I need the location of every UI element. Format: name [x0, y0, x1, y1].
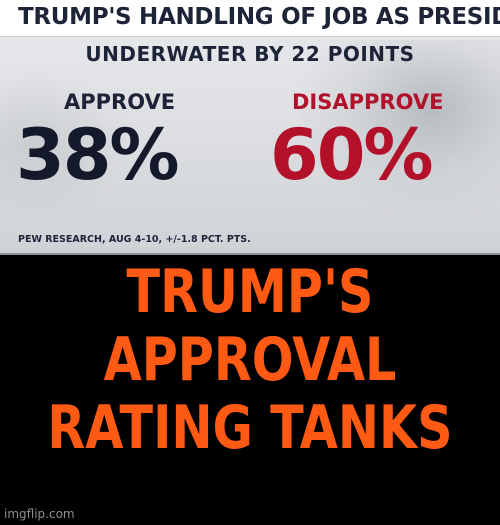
- caption-line-3: RATING TANKS: [47, 393, 453, 463]
- approve-value: 38%: [16, 114, 180, 196]
- poll-graphic: TRUMP'S HANDLING OF JOB AS PRESIDENT UND…: [0, 0, 500, 255]
- caption-line-2: APPROVAL: [103, 325, 397, 395]
- headline-strip: [0, 0, 500, 37]
- imgflip-watermark: imgflip.com: [4, 507, 75, 521]
- graphic-subheadline: UNDERWATER BY 22 POINTS: [85, 42, 415, 66]
- background-blur: [300, 40, 500, 210]
- graphic-headline: TRUMP'S HANDLING OF JOB AS PRESIDENT: [18, 4, 500, 30]
- disapprove-label: DISAPPROVE: [292, 90, 444, 114]
- background-blur-left: [0, 70, 130, 220]
- poll-source: PEW RESEARCH, AUG 4-10, +/-1.8 PCT. PTS.: [18, 234, 251, 245]
- disapprove-value: 60%: [270, 114, 434, 196]
- approve-label: APPROVE: [64, 90, 176, 114]
- caption-line-1: TRUMP'S: [126, 257, 374, 327]
- meme-caption: TRUMP'S APPROVAL RATING TANKS: [45, 258, 455, 462]
